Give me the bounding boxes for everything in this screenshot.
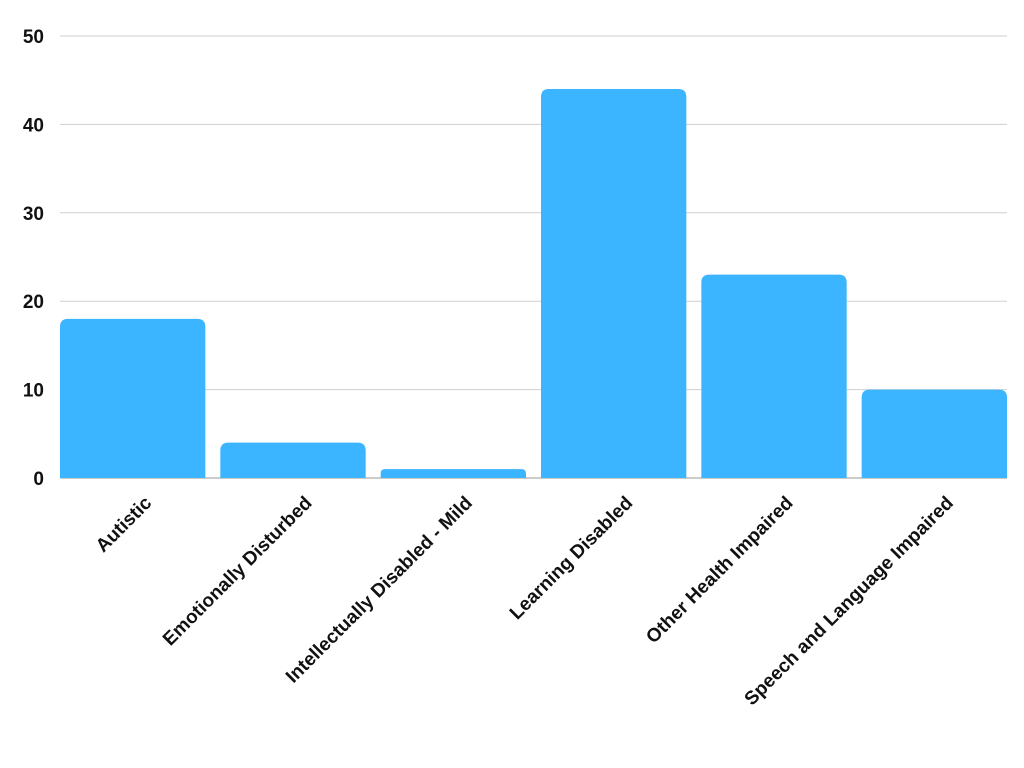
- x-axis-category-labels: Autistic Emotionally DisturbedIntellectua…: [92, 492, 958, 709]
- y-axis-tick-labels: 0 10 20 30 40 50: [23, 27, 44, 490]
- x-category-label: Emotionally Disturbed: [159, 493, 316, 650]
- y-tick-label: 30: [23, 204, 44, 225]
- y-tick-label: 10: [23, 381, 44, 402]
- bar-autistic: [60, 318, 206, 478]
- y-tick-label: 0: [33, 469, 44, 490]
- gridlines: [60, 35, 1007, 479]
- y-tick-label: 20: [23, 292, 44, 313]
- bar-learning-disabled: [541, 89, 687, 478]
- bars: [60, 89, 1007, 478]
- bar-emotionally-disturbed: [220, 442, 366, 478]
- x-category-label: Intellectually Disabled - Mild: [282, 493, 477, 688]
- bar-intellectually-disabled-mild: [380, 469, 526, 478]
- x-category-label: Learning Disabled: [506, 493, 637, 624]
- bar-speech-and-language-impaired: [861, 389, 1007, 478]
- y-tick-label: 40: [23, 115, 44, 136]
- x-category-label: Autistic: [92, 492, 156, 556]
- x-category-label: Other Health Impaired: [642, 493, 797, 648]
- bar-other-health-impaired: [701, 274, 847, 478]
- y-tick-label: 50: [23, 27, 44, 48]
